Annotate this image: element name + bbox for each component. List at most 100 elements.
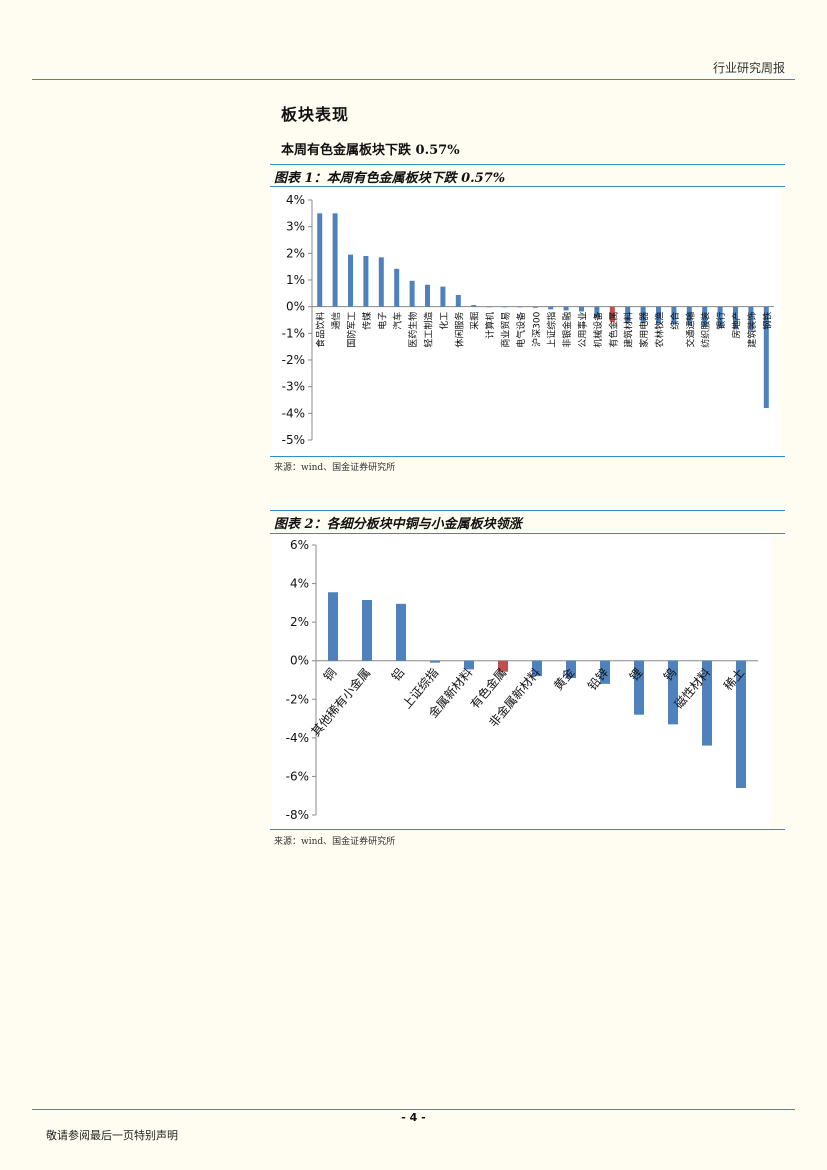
- bar: [362, 599, 372, 661]
- y-tick-label: 4%: [290, 577, 309, 591]
- figure2-bottom-rule: [270, 829, 785, 830]
- bar: [396, 603, 406, 661]
- category-label: 交通运输: [684, 312, 696, 348]
- bar: [686, 306, 692, 326]
- y-tick-label: -6%: [286, 769, 309, 783]
- category-label: 通信: [330, 312, 342, 330]
- bar: [671, 306, 677, 325]
- bar: [548, 306, 554, 310]
- category-label: 公用事业: [577, 312, 589, 348]
- bar: [625, 306, 631, 323]
- bar: [532, 660, 542, 677]
- y-tick-label: -4%: [282, 406, 305, 420]
- bar: [763, 306, 769, 408]
- figure1-bar-chart: 4% 3% 2% 1% 0% -1% -2% -3% -4% -5% 食品饮料 通信 国防军工 传媒 电子汽…: [282, 193, 774, 447]
- category-label: 家用电器: [638, 312, 650, 348]
- y-tick-label: 0%: [286, 300, 305, 314]
- y-tick-label: 4%: [286, 193, 305, 207]
- category-label: 上证综指: [546, 312, 558, 348]
- y-tick-label: 3%: [286, 220, 305, 234]
- y-tick-label: -1%: [282, 326, 305, 340]
- header-rule: [32, 79, 795, 80]
- category-label: 计算机: [484, 312, 496, 339]
- bar: [579, 306, 584, 312]
- category-label: 其他稀有小金属: [308, 665, 373, 739]
- y-tick-label: 0%: [290, 654, 309, 668]
- category-label: 机械设备: [592, 312, 604, 348]
- figure2-top-rule: [270, 510, 785, 511]
- figure1-top-rule: [270, 164, 785, 165]
- category-label: 化工: [438, 312, 450, 330]
- bar: [600, 660, 610, 684]
- bar: [486, 306, 492, 308]
- bar: [566, 660, 576, 679]
- bar: [733, 306, 738, 330]
- bar: [517, 306, 523, 308]
- page-number: - 4 -: [401, 1111, 426, 1124]
- category-label: 非银金融: [561, 312, 573, 348]
- figure1-bottom-rule: [270, 456, 785, 457]
- figure1-chart: 4% 3% 2% 1% 0% -1% -2% -3% -4% -5% 食品饮料 通信 国防军工 传媒 电子汽…: [272, 188, 780, 456]
- bar: [317, 213, 323, 307]
- category-label: 有色金属: [607, 312, 619, 348]
- bar: [430, 660, 440, 663]
- category-label: 轻工制造: [423, 312, 435, 348]
- category-label: 房地产: [731, 312, 743, 339]
- bar: [332, 213, 338, 307]
- category-label: 农林牧渔: [654, 312, 666, 348]
- category-label: 电子: [376, 312, 388, 330]
- category-label: 纺织服装: [700, 312, 712, 348]
- y-tick-label: -5%: [282, 433, 305, 447]
- figure2-title-rule: [270, 533, 785, 534]
- bar: [634, 660, 644, 715]
- category-label: 医药生物: [407, 312, 419, 348]
- bar: [748, 306, 754, 331]
- bar: [702, 306, 708, 327]
- category-label: 汽车: [392, 312, 404, 330]
- bar: [378, 257, 384, 307]
- bar: [609, 306, 615, 322]
- category-label: 休闲服务: [453, 312, 465, 348]
- category-label: 电气设备: [515, 312, 527, 348]
- category-label: 国防军工: [346, 312, 358, 348]
- category-label: 钢铁: [761, 312, 773, 330]
- bar: [640, 306, 646, 324]
- figure1-source: 来源：wind、国金证券研究所: [274, 463, 396, 473]
- bar: [656, 306, 661, 324]
- bar: [563, 306, 569, 311]
- footer-rule: [32, 1109, 795, 1110]
- y-tick-label: -2%: [286, 692, 309, 706]
- bar: [409, 280, 415, 307]
- category-label: 银行: [715, 312, 727, 330]
- bar: [394, 268, 400, 307]
- bar: [464, 660, 474, 670]
- figure2-title: 图表 2：各细分板块中铜与小金属板块领涨: [274, 517, 522, 532]
- category-label: 建筑材料: [623, 312, 635, 348]
- bar: [471, 305, 477, 307]
- category-label: 建筑装饰: [746, 312, 758, 348]
- y-tick-label: 1%: [286, 273, 305, 287]
- bar: [736, 660, 746, 788]
- y-tick-label: -3%: [282, 380, 305, 394]
- bar: [502, 306, 507, 308]
- figure2-source: 来源：wind、国金证券研究所: [274, 837, 396, 847]
- section-subtitle: 本周有色金属板块下跌 0.57%: [281, 143, 460, 158]
- y-tick-label: -2%: [282, 353, 305, 367]
- figure2-chart: 6% 4% 2% 0% -2% -4% -6% -8% 铜其他稀有小金属铝上证综指 金属新材料 有色…: [272, 535, 770, 828]
- bar: [328, 592, 338, 661]
- section-title: 板块表现: [281, 105, 350, 124]
- figure1-title: 图表 1：本周有色金属板块下跌 0.57%: [274, 171, 506, 186]
- bar: [717, 306, 723, 328]
- category-label: 采掘: [469, 312, 481, 330]
- category-label: 食品饮料: [315, 312, 327, 348]
- bar: [455, 294, 461, 307]
- y-tick-label: -4%: [286, 731, 309, 745]
- category-label: 综合: [669, 312, 681, 330]
- footer-disclaimer: 敬请参阅最后一页特别声明: [46, 1129, 178, 1142]
- y-tick-label: -8%: [286, 808, 309, 822]
- bar: [425, 284, 430, 307]
- bar: [594, 306, 600, 318]
- bar: [440, 286, 446, 307]
- y-tick-label: 2%: [286, 246, 305, 260]
